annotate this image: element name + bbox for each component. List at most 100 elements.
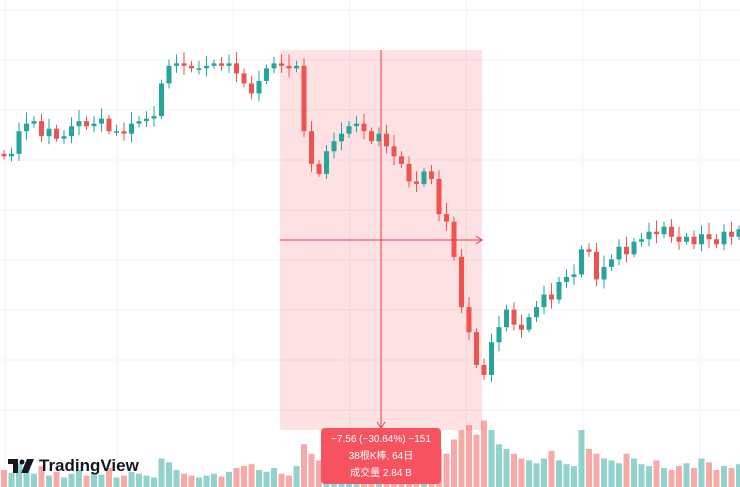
volume-bar bbox=[23, 468, 30, 487]
volume-bar bbox=[511, 453, 517, 487]
volume-bar bbox=[166, 462, 172, 487]
candle-body bbox=[736, 229, 740, 237]
volume-bar bbox=[728, 468, 735, 487]
candle-body bbox=[556, 281, 562, 300]
candle bbox=[61, 129, 67, 144]
candle-body bbox=[69, 126, 74, 137]
candle-body bbox=[429, 171, 434, 179]
candle bbox=[564, 269, 569, 288]
candle bbox=[631, 237, 637, 258]
measure-change: −7.56 (−30.64%) −151 bbox=[331, 434, 431, 445]
candle bbox=[684, 232, 689, 245]
candle-body bbox=[84, 121, 89, 127]
candle bbox=[391, 134, 397, 166]
candle bbox=[346, 121, 352, 138]
candle bbox=[294, 60, 299, 73]
candle bbox=[384, 124, 389, 154]
volume-bar bbox=[548, 450, 555, 487]
candle bbox=[661, 221, 667, 239]
candle-body bbox=[294, 65, 299, 69]
candle bbox=[534, 300, 539, 323]
candle bbox=[286, 54, 292, 78]
candle bbox=[736, 225, 740, 240]
candle-body bbox=[676, 236, 682, 242]
candle-body bbox=[421, 171, 427, 184]
candle bbox=[324, 145, 329, 179]
volume-bar bbox=[128, 471, 135, 487]
tradingview-logo[interactable]: TradingView bbox=[8, 456, 139, 476]
volume-bar bbox=[38, 466, 45, 487]
candle-body bbox=[534, 307, 539, 318]
candle bbox=[219, 57, 224, 71]
candle bbox=[106, 114, 112, 135]
candle bbox=[1, 150, 7, 160]
volume-bar bbox=[173, 469, 180, 487]
candle bbox=[249, 75, 254, 100]
measure-volume: 成交量 2.84 B bbox=[350, 468, 412, 479]
candle-body bbox=[1, 153, 7, 157]
tradingview-logo-icon bbox=[8, 459, 34, 473]
candle bbox=[489, 333, 494, 382]
volume-bar bbox=[53, 471, 60, 487]
candle bbox=[301, 58, 307, 138]
volume-bar bbox=[691, 468, 697, 487]
volume-bar bbox=[676, 466, 682, 487]
candle-body bbox=[481, 364, 487, 375]
candle bbox=[706, 222, 712, 249]
candle-body bbox=[99, 118, 104, 124]
candle-body bbox=[586, 249, 592, 252]
volume-bar bbox=[563, 464, 570, 487]
candle-body bbox=[616, 246, 622, 260]
volume-bar bbox=[203, 475, 210, 487]
volume-bar bbox=[698, 458, 705, 487]
candle bbox=[279, 54, 284, 73]
candle-body bbox=[316, 163, 322, 174]
candle bbox=[99, 108, 104, 132]
candle bbox=[579, 245, 584, 278]
volume-bar bbox=[668, 469, 675, 487]
candle bbox=[354, 116, 359, 133]
candle bbox=[129, 112, 134, 143]
volume-bar bbox=[473, 434, 480, 487]
candle bbox=[151, 106, 157, 127]
candle bbox=[609, 254, 614, 271]
volume-bar bbox=[713, 469, 720, 487]
volume-bar bbox=[571, 466, 577, 487]
candle-body bbox=[511, 309, 517, 325]
volume-bar bbox=[533, 463, 540, 487]
candle-body bbox=[691, 236, 697, 245]
volume-bar bbox=[91, 472, 97, 487]
candle-body bbox=[354, 123, 359, 127]
candle-body bbox=[234, 63, 239, 74]
candle bbox=[31, 116, 37, 128]
candle-body bbox=[309, 131, 314, 164]
candle-body bbox=[594, 251, 599, 280]
volume-bar bbox=[76, 469, 82, 487]
candle-body bbox=[504, 309, 509, 328]
candle-body bbox=[346, 126, 352, 134]
candle-body bbox=[31, 121, 37, 124]
candle-body bbox=[61, 136, 67, 139]
candle-body bbox=[286, 65, 292, 69]
candle-body bbox=[91, 123, 97, 127]
candle-body bbox=[249, 83, 254, 94]
candle-body bbox=[301, 65, 307, 132]
candle-body bbox=[121, 131, 127, 134]
candle bbox=[436, 170, 442, 222]
candle bbox=[451, 216, 457, 261]
volume-bar bbox=[61, 477, 67, 487]
candle bbox=[526, 313, 532, 333]
volume-bar bbox=[98, 474, 105, 487]
candle bbox=[136, 116, 142, 128]
candle-body bbox=[196, 68, 202, 70]
candle-body bbox=[444, 214, 449, 222]
volume-bar bbox=[646, 466, 652, 487]
candle-body bbox=[174, 63, 179, 66]
volume-bar bbox=[46, 475, 52, 487]
volume-bar bbox=[556, 460, 562, 487]
volume-bar bbox=[271, 468, 277, 487]
candle-body bbox=[324, 151, 329, 174]
candle-body bbox=[271, 63, 277, 69]
